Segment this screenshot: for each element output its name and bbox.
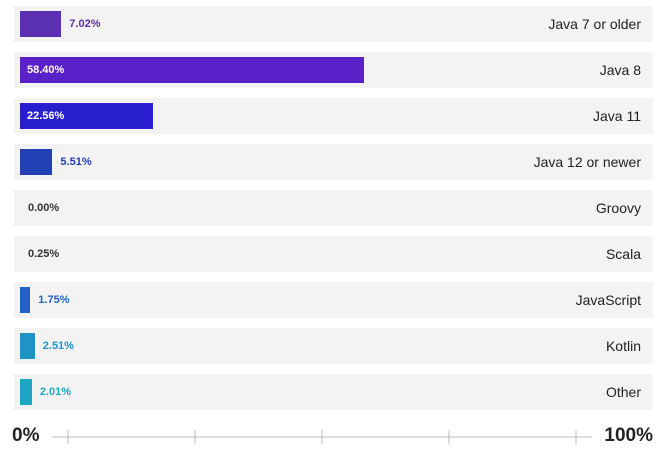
category-label: Kotlin [605, 338, 641, 354]
x-axis-min-label: 0% [12, 425, 40, 446]
bar [20, 287, 31, 313]
category-label: JavaScript [575, 292, 641, 308]
category-label: Scala [605, 246, 641, 262]
bar-value-label: 22.56% [27, 110, 65, 122]
bar-row [14, 282, 653, 318]
bar [20, 333, 35, 359]
bar-value-label: 0.00% [28, 202, 60, 214]
bar [20, 379, 32, 405]
category-label: Java 8 [599, 62, 641, 78]
bar [20, 149, 53, 175]
category-label: Groovy [595, 200, 641, 216]
bar-value-label: 2.01% [39, 386, 72, 398]
bar-row [14, 6, 653, 42]
bar [20, 57, 364, 83]
bar [20, 11, 62, 37]
bar-row [14, 144, 653, 180]
bar-row [14, 236, 653, 272]
category-label: Java 11 [593, 108, 641, 124]
category-label: Java 12 or newer [533, 154, 641, 170]
bar-value-label: 7.02% [69, 18, 101, 30]
bar-row [14, 374, 653, 410]
bar-value-label: 2.51% [42, 340, 74, 352]
bar-value-label: 0.25% [28, 248, 60, 260]
bar-row [14, 190, 653, 226]
category-label: Other [605, 384, 641, 400]
bar-row [14, 328, 653, 364]
bar-value-label: 1.75% [38, 294, 70, 306]
x-axis-max-label: 100% [604, 425, 653, 446]
bar-value-label: 58.40% [27, 64, 65, 76]
bar [20, 103, 153, 129]
bar-value-label: 5.51% [60, 156, 92, 168]
category-label: Java 7 or older [548, 16, 641, 32]
